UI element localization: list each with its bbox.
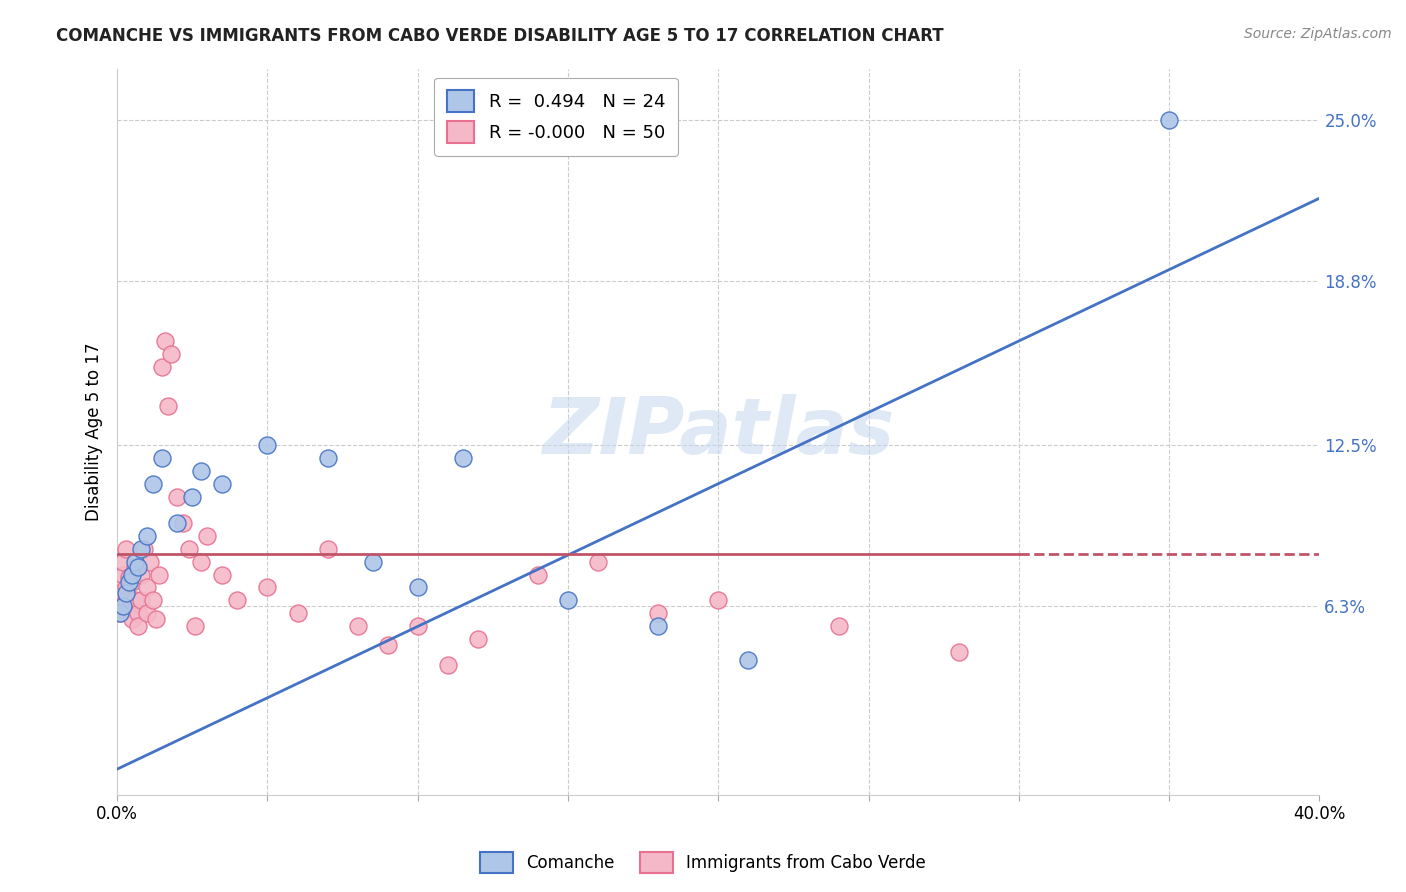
Point [948,645,970,659]
Legend: R =  0.494   N = 24, R = -0.000   N = 50: R = 0.494 N = 24, R = -0.000 N = 50 [434,78,678,156]
Point [148,567,170,582]
Point [166,516,188,530]
Point [377,638,399,652]
Point [124,593,146,607]
Point [118,601,141,615]
Point [150,450,173,465]
Point [108,585,131,599]
Point [136,581,159,595]
Point [112,567,135,582]
Point [121,567,143,582]
Point [115,593,138,607]
Point [166,490,188,504]
Point [737,653,759,667]
Point [256,438,278,452]
Text: Source: ZipAtlas.com: Source: ZipAtlas.com [1244,27,1392,41]
Point [557,593,579,607]
Point [136,607,159,621]
Point [129,567,152,582]
Point [437,658,460,673]
Point [129,593,152,607]
Text: ZIPatlas: ZIPatlas [543,393,894,470]
Point [256,581,278,595]
Point [118,575,141,590]
Point [211,476,233,491]
Point [184,619,207,633]
Point [108,607,131,621]
Point [124,559,146,574]
Point [172,516,194,530]
Point [211,567,233,582]
Point [316,541,339,556]
Point [142,476,165,491]
Point [406,619,429,633]
Point [127,607,149,621]
Point [226,593,249,607]
Point [707,593,730,607]
Point [121,575,143,590]
Point [150,359,173,374]
Point [195,528,218,542]
Point [190,555,212,569]
Point [451,450,474,465]
Point [647,607,669,621]
Point [179,541,201,556]
Point [467,632,489,647]
Point [124,555,146,569]
Point [115,585,138,599]
Point [112,599,135,613]
Point [115,581,138,595]
Point [190,464,212,478]
Point [157,399,180,413]
Point [827,619,849,633]
Point [121,612,143,626]
Point [361,555,384,569]
Point [316,450,339,465]
Point [586,555,609,569]
Point [647,619,669,633]
Point [155,334,177,348]
Point [127,559,149,574]
Point [115,541,138,556]
Point [181,490,204,504]
Point [160,347,183,361]
Point [1159,113,1181,128]
Point [129,541,152,556]
Point [127,619,149,633]
Point [142,593,165,607]
Y-axis label: Disability Age 5 to 17: Disability Age 5 to 17 [86,343,103,521]
Point [112,555,135,569]
Point [108,607,131,621]
Point [134,541,156,556]
Legend: Comanche, Immigrants from Cabo Verde: Comanche, Immigrants from Cabo Verde [472,846,934,880]
Point [136,528,159,542]
Point [406,581,429,595]
Point [527,567,550,582]
Text: COMANCHE VS IMMIGRANTS FROM CABO VERDE DISABILITY AGE 5 TO 17 CORRELATION CHART: COMANCHE VS IMMIGRANTS FROM CABO VERDE D… [56,27,943,45]
Point [287,607,309,621]
Point [139,555,162,569]
Point [145,612,167,626]
Point [118,570,141,584]
Point [346,619,368,633]
